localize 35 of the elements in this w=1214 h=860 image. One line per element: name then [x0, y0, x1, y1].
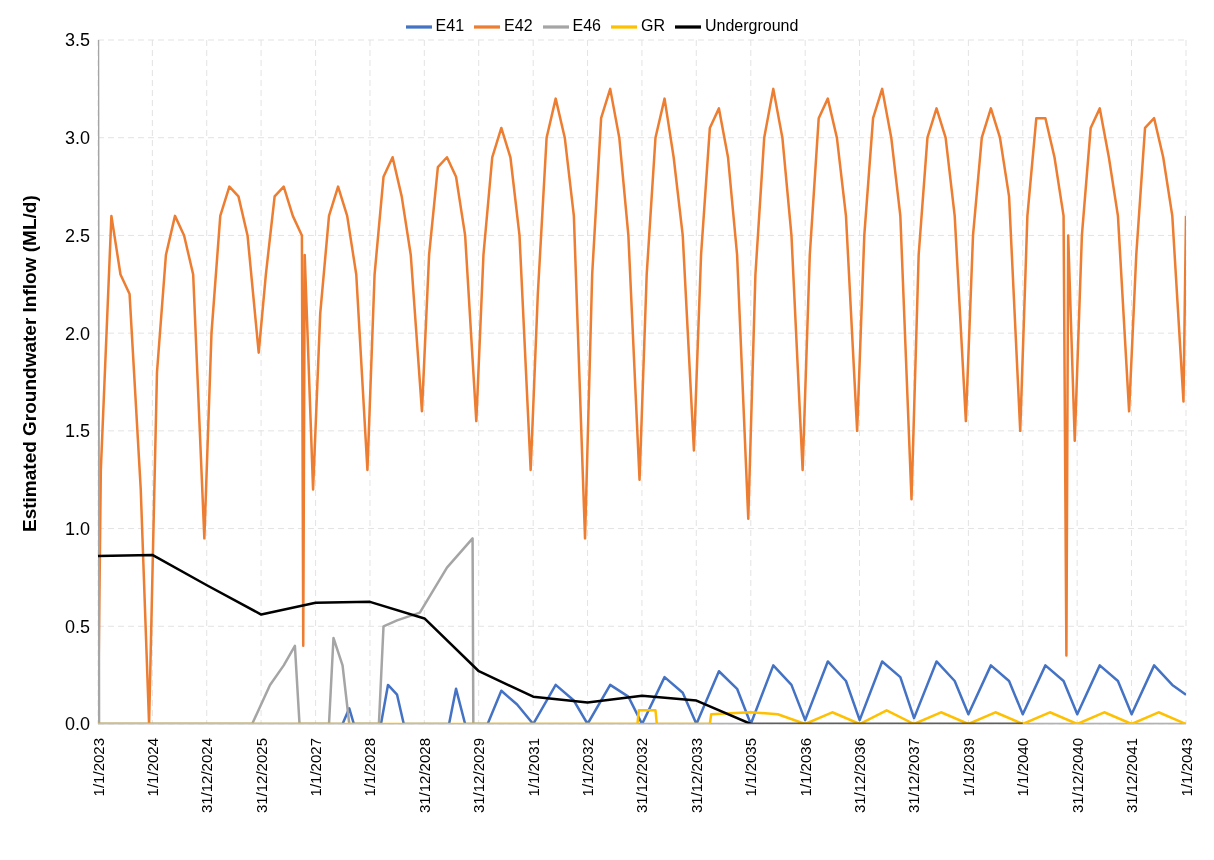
x-tick-label: 31/12/2041: [1122, 738, 1140, 814]
x-tick-label: 31/12/2040: [1068, 738, 1086, 814]
legend-label: Underground: [705, 17, 799, 35]
y-axis-title: Estimated Groundwater Inflow (ML/d): [18, 195, 40, 532]
x-tick-label: 1/1/2023: [89, 738, 107, 797]
x-tick-label: 31/12/2025: [252, 738, 270, 814]
x-tick-label: 31/12/2024: [198, 738, 216, 814]
x-tick-label: 31/12/2036: [851, 738, 869, 814]
legend-label: E41: [435, 17, 465, 35]
y-tick-label: 1.5: [64, 421, 90, 442]
x-tick-label: 1/1/2024: [143, 738, 161, 797]
x-tick-label: 1/1/2043: [1177, 738, 1195, 797]
x-tick-label: 31/12/2037: [905, 738, 923, 814]
x-tick-label: 1/1/2039: [959, 738, 977, 797]
legend-label: E42: [504, 17, 533, 35]
x-tick-label: 31/12/2029: [470, 738, 488, 814]
y-tick-label: 3.0: [64, 128, 90, 149]
x-tick-label: 31/12/2028: [415, 738, 433, 814]
y-tick-label: 2.0: [64, 323, 90, 344]
x-tick-label: 1/1/2028: [361, 738, 379, 797]
y-tick-label: 1.0: [64, 518, 90, 539]
y-tick-label: 2.5: [64, 225, 90, 246]
y-tick-label: 3.5: [64, 30, 90, 51]
x-tick-label: 1/1/2036: [796, 738, 814, 797]
legend-label: GR: [641, 17, 665, 35]
x-tick-label: 31/12/2033: [687, 738, 705, 814]
x-tick-label: 1/1/2035: [742, 738, 760, 797]
x-tick-label: 1/1/2032: [579, 738, 597, 797]
x-tick-label: 1/1/2027: [307, 738, 325, 797]
legend-label: E46: [572, 17, 601, 35]
y-tick-label: 0.5: [64, 616, 90, 637]
y-tick-label: 0.0: [64, 714, 90, 735]
x-tick-label: 31/12/2032: [633, 738, 651, 814]
x-tick-label: 1/1/2031: [524, 738, 542, 797]
x-tick-label: 1/1/2040: [1014, 738, 1032, 797]
